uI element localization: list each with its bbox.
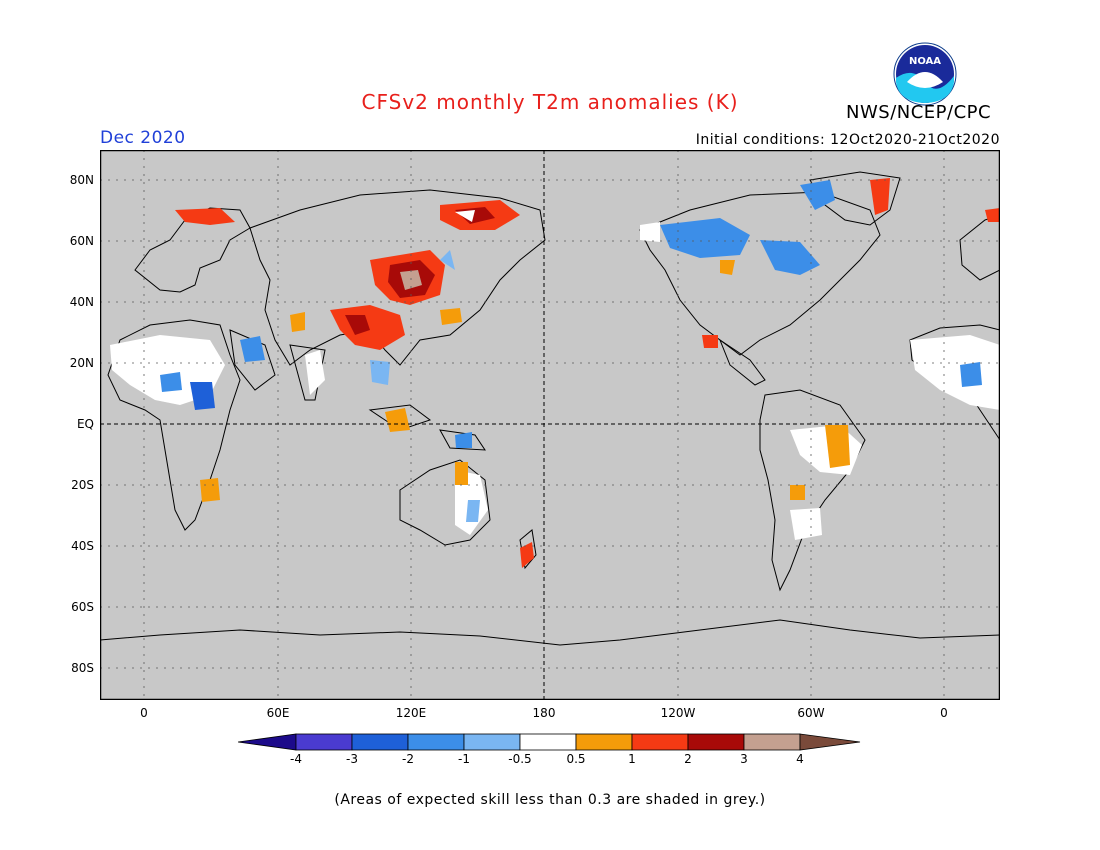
lon-label-120w: 120W — [660, 706, 696, 720]
colorbar-label: -1 — [458, 752, 470, 766]
colorbar-segment — [743, 733, 801, 751]
colorbar-label: 3 — [740, 752, 748, 766]
colorbar-label: -2 — [402, 752, 414, 766]
lon-label-120e: 120E — [395, 706, 427, 720]
colorbar-segment — [407, 733, 465, 751]
colorbar-segment — [295, 733, 353, 751]
lon-label-0-right: 0 — [940, 706, 948, 720]
colorbar-arrow-left — [238, 733, 297, 751]
lon-label-180: 180 — [532, 706, 556, 720]
lat-label-40n: 40N — [69, 295, 94, 309]
lon-label-60w: 60W — [797, 706, 825, 720]
colorbar-label: -3 — [346, 752, 358, 766]
colorbar-label: -4 — [290, 752, 302, 766]
colorbar-label: 1 — [628, 752, 636, 766]
colorbar-label: 0.5 — [566, 752, 586, 766]
agency-label: NWS/NCEP/CPC — [846, 102, 992, 123]
forecast-month: Dec 2020 — [100, 128, 186, 148]
lat-label-eq: EQ — [76, 417, 94, 431]
map-background — [100, 150, 1000, 700]
colorbar-label: 2 — [684, 752, 692, 766]
lat-label-20n: 20N — [69, 356, 94, 370]
anomaly-map — [100, 150, 1000, 700]
noaa-logo-icon: NOAA — [893, 42, 957, 106]
lat-label-20s: 20S — [71, 478, 94, 492]
logo-text: NOAA — [909, 56, 941, 67]
equator-dateline — [100, 150, 1000, 700]
colorbar-segment — [631, 733, 689, 751]
lon-label-0: 0 — [140, 706, 148, 720]
lat-label-80n: 80N — [69, 173, 94, 187]
lat-label-80s: 80S — [71, 661, 94, 675]
map-title: CFSv2 monthly T2m anomalies (K) — [361, 90, 739, 114]
colorbar-arrow-right — [799, 733, 861, 751]
colorbar-label: 4 — [796, 752, 804, 766]
lat-label-60n: 60N — [69, 234, 94, 248]
map-frame — [100, 150, 1000, 700]
initial-conditions: Initial conditions: 12Oct2020-21Oct2020 — [695, 132, 1000, 148]
colorbar-segment — [687, 733, 745, 751]
colorbar-segment — [575, 733, 633, 751]
lon-label-60e: 60E — [266, 706, 290, 720]
colorbar-segment — [351, 733, 409, 751]
gridlines — [100, 150, 1000, 700]
anomaly-patches — [110, 178, 1000, 568]
colorbar-segment — [463, 733, 521, 751]
lat-label-60s: 60S — [71, 600, 94, 614]
colorbar — [238, 733, 861, 751]
lat-label-40s: 40S — [71, 539, 94, 553]
colorbar-segment — [519, 733, 577, 751]
colorbar-label: -0.5 — [508, 752, 532, 766]
skill-footnote: (Areas of expected skill less than 0.3 a… — [334, 792, 766, 808]
